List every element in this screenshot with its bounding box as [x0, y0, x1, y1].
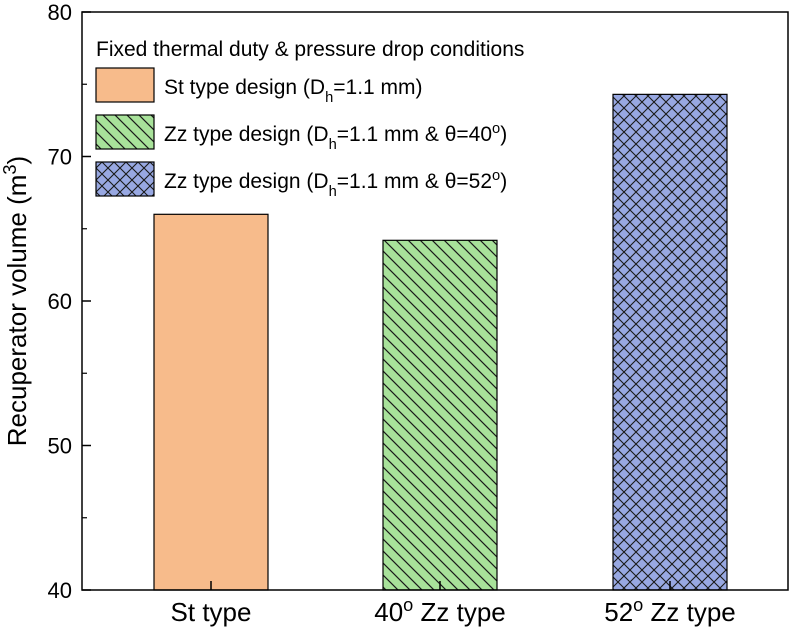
- y-tick-label: 40: [48, 578, 72, 603]
- legend: Fixed thermal duty & pressure drop condi…: [95, 38, 524, 200]
- legend-swatch-2: [95, 114, 155, 150]
- legend-label-2: Zz type design (Dh=1.1 mm & θ=40o): [164, 121, 507, 153]
- y-tick-label: 60: [48, 289, 72, 314]
- y-tick-label: 80: [48, 0, 72, 25]
- legend-swatch-3: [95, 161, 155, 197]
- legend-label-1: St type design (Dh=1.1 mm): [164, 76, 423, 106]
- bar-1: [153, 213, 269, 591]
- y-tick-label: 70: [48, 145, 72, 170]
- bar-3: [612, 93, 728, 591]
- x-category-label: St type: [171, 597, 252, 627]
- legend-title: Fixed thermal duty & pressure drop condi…: [96, 38, 524, 61]
- x-category-label: 40o Zz type: [374, 595, 506, 627]
- y-axis-title: Recuperator volume (m3): [0, 156, 32, 446]
- y-tick-label: 50: [48, 434, 72, 459]
- x-category-label: 52o Zz type: [604, 595, 736, 627]
- legend-swatch-1: [95, 67, 155, 103]
- legend-label-3: Zz type design (Dh=1.1 mm & θ=52o): [164, 168, 507, 200]
- bars-group: [153, 93, 728, 591]
- bar-2: [382, 239, 498, 591]
